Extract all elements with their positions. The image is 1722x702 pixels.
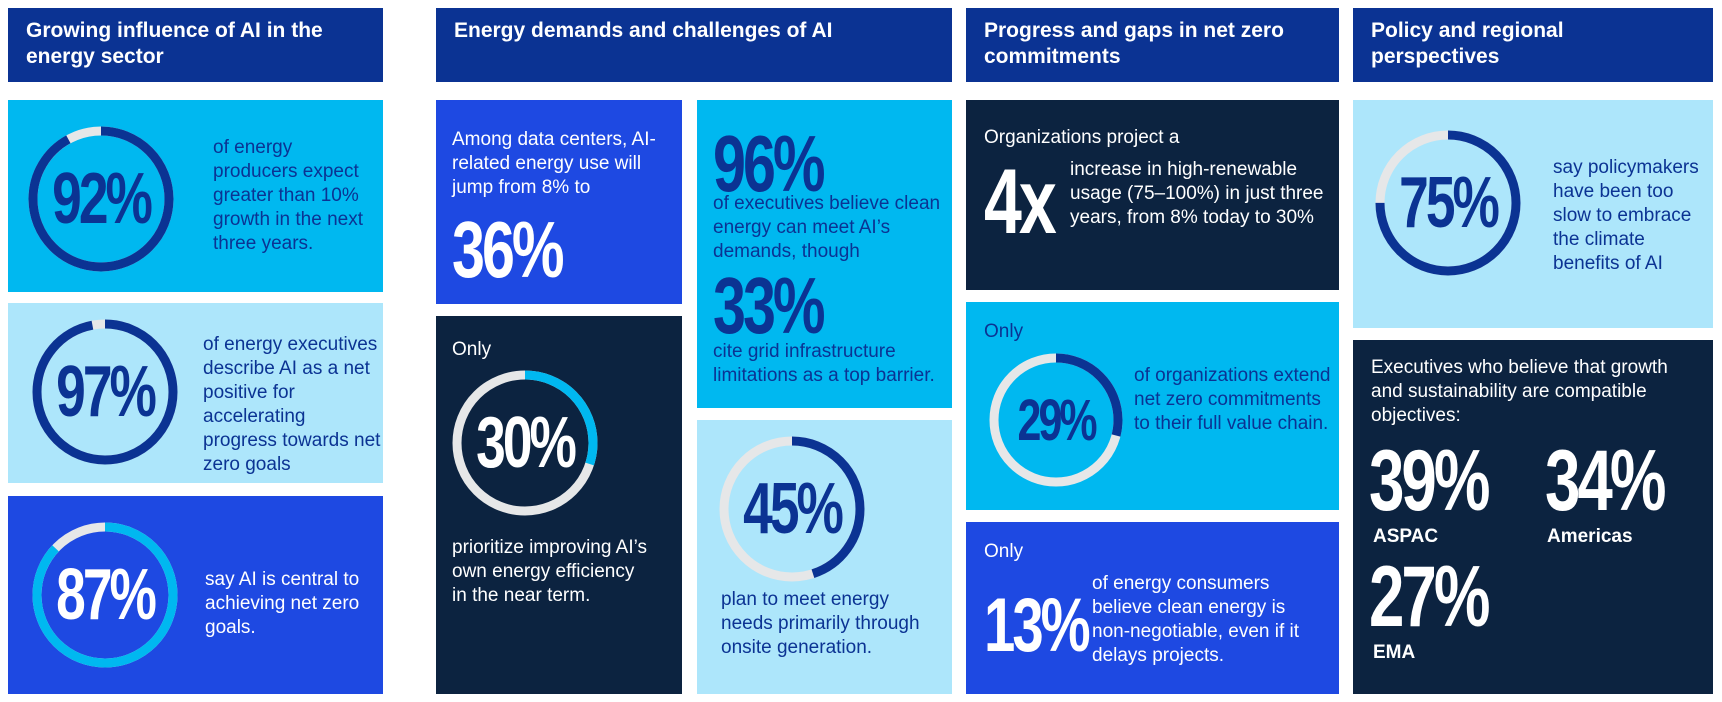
stat-value: 4x [984, 151, 1057, 253]
stat-tile-datacenter: Among data centers, AI-related energy us… [436, 100, 682, 304]
header-policy: Policy and regional perspectives [1353, 8, 1713, 82]
stat-value: 97% [56, 352, 157, 432]
stat-description: increase in high-renewable usage (75–100… [1070, 159, 1324, 228]
header-energy-demands: Energy demands and challenges of AI [436, 8, 952, 82]
region-value-americas: 34% [1545, 433, 1666, 529]
stat-value: 36% [452, 205, 565, 294]
progress-ring [452, 370, 598, 516]
region-label-aspac: ASPAC [1373, 526, 1439, 547]
stat-value: 87% [56, 555, 157, 635]
stat-value: 13% [984, 583, 1091, 668]
only-label: Only [984, 541, 1024, 562]
progress-ring [32, 319, 178, 465]
stat-value: 30% [476, 403, 577, 483]
stat-description: Among data centers, AI-related energy us… [452, 129, 656, 198]
stat-description: say AI is central to achieving net zero … [205, 569, 360, 638]
stat-value: 45% [743, 469, 844, 549]
stat-tile-92: 92% of energy producers expect greater t… [8, 100, 383, 292]
stat-tile-clean-energy: 96% of executives believe clean energy c… [697, 100, 952, 408]
stat-value: 75% [1399, 163, 1500, 243]
region-label-americas: Americas [1547, 526, 1633, 547]
stat-value-96: 96% [713, 119, 826, 208]
stat-intro: Organizations project a [984, 127, 1180, 148]
stat-description: of energy producers expect greater than … [213, 137, 363, 254]
region-value-ema: 27% [1369, 549, 1490, 645]
progress-ring [1375, 130, 1521, 276]
stat-description: of executives believe clean energy can m… [713, 193, 941, 262]
stat-description: of energy executives describe AI as a ne… [203, 334, 381, 475]
stat-tile-30: Only 30% prioritize improving AI’s own e… [436, 316, 682, 694]
header-ai-influence: Growing influence of AI in the energy se… [8, 8, 383, 82]
stat-description: prioritize improving AI’s own energy eff… [452, 537, 648, 606]
header-net-zero: Progress and gaps in net zero commitment… [966, 8, 1339, 82]
stat-tile-87: 87% say AI is central to achieving net z… [8, 496, 383, 694]
regions-intro: Executives who believe that growth and s… [1371, 357, 1668, 426]
stat-tile-regions: Executives who believe that growth and s… [1353, 340, 1713, 694]
stat-value-33: 33% [713, 261, 826, 350]
progress-ring [719, 436, 865, 582]
stat-value: 29% [1017, 387, 1097, 453]
stat-description: say policymakers have been too slow to e… [1553, 157, 1699, 274]
region-value-aspac: 39% [1369, 433, 1490, 529]
stat-description: cite grid infrastructure limitations as … [713, 341, 935, 386]
stat-tile-4x: Organizations project a 4x increase in h… [966, 100, 1339, 290]
stat-tile-45: 45% plan to meet energy needs primarily … [697, 420, 952, 694]
only-label: Only [452, 339, 492, 360]
stat-description: of energy consumers believe clean energy… [1092, 573, 1300, 666]
stat-description: of organizations extend net zero commitm… [1134, 365, 1331, 434]
only-label: Only [984, 321, 1024, 342]
stat-tile-29: Only 29% of organizations extend net zer… [966, 302, 1339, 510]
progress-ring [989, 353, 1123, 487]
stat-tile-75: 75% say policymakers have been too slow … [1353, 100, 1713, 328]
progress-ring [32, 522, 178, 668]
stat-tile-13: Only 13% of energy consumers believe cle… [966, 522, 1339, 694]
progress-ring [28, 126, 174, 272]
stat-description: plan to meet energy needs primarily thro… [721, 589, 920, 658]
region-label-ema: EMA [1373, 642, 1416, 663]
stat-value: 92% [52, 159, 153, 239]
stat-tile-97: 97% of energy executives describe AI as … [8, 303, 383, 483]
